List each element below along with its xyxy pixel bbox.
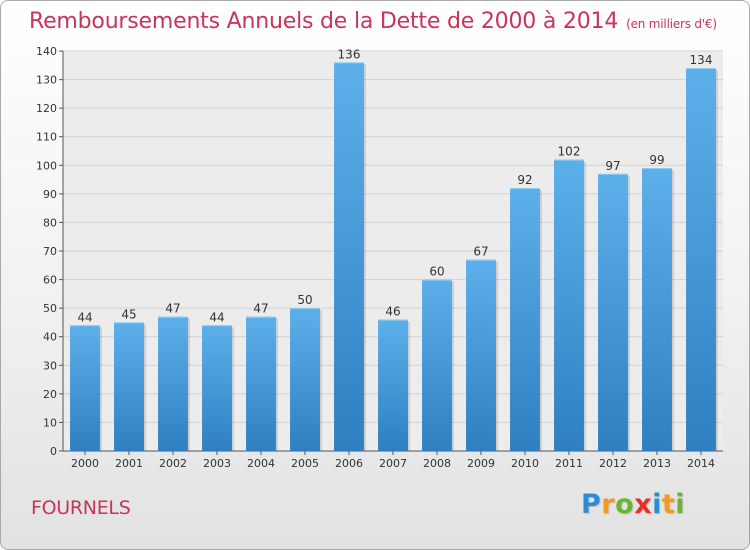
bar: [422, 279, 452, 451]
x-tick-label: 2011: [555, 457, 583, 470]
bar: [158, 316, 188, 451]
logo-letter: r: [601, 489, 616, 520]
data-label: 45: [121, 307, 136, 321]
bar: [246, 316, 276, 451]
logo-letter: i: [652, 489, 662, 520]
chart-title: Remboursements Annuels de la Dette de 20…: [29, 9, 717, 34]
data-label: 67: [473, 245, 488, 259]
data-label: 47: [253, 302, 268, 316]
y-tick-label: 30: [43, 359, 57, 372]
y-tick-label: 40: [43, 331, 57, 344]
x-tick-label: 2004: [247, 457, 275, 470]
x-tick-label: 2006: [335, 457, 363, 470]
data-label: 136: [338, 47, 361, 61]
x-tick-label: 2013: [643, 457, 671, 470]
chart-subtitle: (en milliers d'€): [626, 17, 717, 31]
bar: [70, 325, 100, 451]
y-tick-label: 130: [36, 74, 57, 87]
y-tick-label: 120: [36, 102, 57, 115]
x-tick-label: 2014: [687, 457, 715, 470]
logo-letter: x: [634, 489, 653, 520]
bar: [202, 325, 232, 451]
y-tick-label: 110: [36, 131, 57, 144]
x-tick-label: 2001: [115, 457, 143, 470]
x-tick-label: 2009: [467, 457, 495, 470]
commune-name: FOURNELS: [31, 497, 131, 519]
logo-letter: t: [661, 489, 676, 520]
data-label: 92: [517, 173, 532, 187]
bar: [510, 188, 540, 451]
chart-title-text: Remboursements Annuels de la Dette de 20…: [29, 9, 619, 34]
x-tick-label: 2003: [203, 457, 231, 470]
y-tick-label: 20: [43, 388, 57, 401]
bar: [466, 259, 496, 451]
logo-letter: i: [675, 489, 686, 520]
bar: [334, 62, 364, 452]
bar: [114, 322, 144, 451]
data-label: 44: [209, 310, 224, 324]
proxiti-logo: Proxiti: [581, 489, 685, 520]
data-label: 47: [165, 302, 180, 316]
bar: [290, 308, 320, 451]
data-label: 99: [649, 153, 664, 167]
data-label: 50: [297, 293, 312, 307]
y-tick-label: 60: [43, 274, 57, 287]
y-tick-label: 100: [36, 159, 57, 172]
bar: [598, 173, 628, 451]
y-tick-label: 0: [50, 445, 57, 458]
y-tick-label: 90: [43, 188, 57, 201]
logo-letter: P: [581, 489, 602, 520]
x-tick-label: 2000: [71, 457, 99, 470]
bar: [554, 159, 584, 452]
x-tick-label: 2005: [291, 457, 319, 470]
bar: [642, 168, 672, 451]
data-label: 46: [385, 305, 400, 319]
x-tick-label: 2002: [159, 457, 187, 470]
data-label: 102: [558, 145, 581, 159]
x-tick-label: 2008: [423, 457, 451, 470]
logo-letter: o: [615, 489, 635, 520]
x-tick-label: 2010: [511, 457, 539, 470]
y-tick-label: 10: [43, 416, 57, 429]
y-tick-label: 50: [43, 302, 57, 315]
data-label: 97: [605, 159, 620, 173]
x-tick-label: 2012: [599, 457, 627, 470]
bar: [686, 68, 716, 452]
bar: [378, 319, 408, 451]
data-label: 134: [690, 53, 713, 67]
y-tick-label: 80: [43, 216, 57, 229]
data-label: 44: [77, 310, 92, 324]
y-tick-label: 70: [43, 245, 57, 258]
y-tick-label: 140: [36, 45, 57, 58]
data-label: 60: [429, 265, 444, 279]
x-tick-label: 2007: [379, 457, 407, 470]
